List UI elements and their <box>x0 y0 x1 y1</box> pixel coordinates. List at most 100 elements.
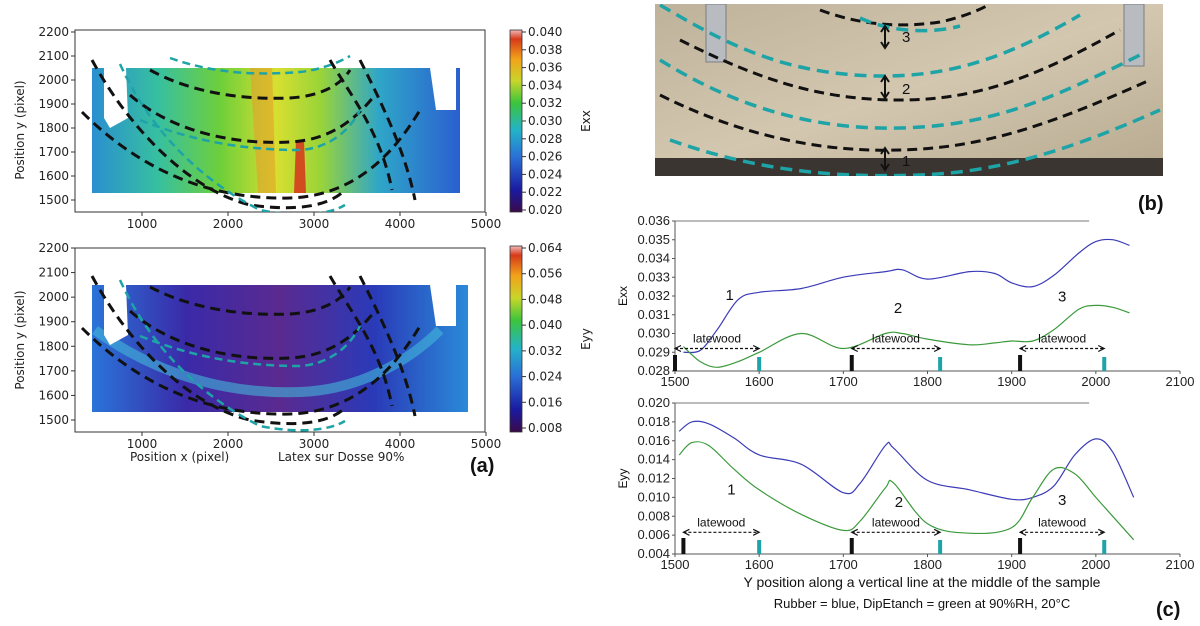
colorbar-tick-label: 0.038 <box>528 43 562 57</box>
ring-line-teal <box>169 54 351 75</box>
exx-map-y-label: Position y (pixel) <box>13 80 27 179</box>
exx-field <box>92 68 460 193</box>
latewood-label: latewood <box>872 332 920 346</box>
ring-line <box>80 109 422 200</box>
x-tick-label: 5000 <box>471 437 502 451</box>
x-tick-label: 2000 <box>1081 374 1110 389</box>
photo-ring-teal <box>659 53 1141 130</box>
x-tick-label: 2000 <box>213 217 244 231</box>
y-tick-label: 2200 <box>38 241 69 255</box>
ring-width-arrow <box>880 146 890 172</box>
exx-strain-map <box>74 29 486 213</box>
x-tick-label: 1700 <box>829 557 858 572</box>
latewood-arrowhead <box>752 344 761 353</box>
x-axis-label: Position x (pixel) <box>130 450 229 464</box>
ring-line <box>129 93 377 144</box>
x-tick-label: 4000 <box>385 217 416 231</box>
ring-label-2: 2 <box>902 81 910 98</box>
y-tick-label: 1500 <box>38 413 69 427</box>
x-tick-label: 1600 <box>745 374 774 389</box>
chart-caption-line1: Y position along a vertical line at the … <box>744 574 1101 590</box>
colorbar-tick-label: 0.032 <box>528 96 562 110</box>
ring-line-teal <box>139 325 362 368</box>
x-tick-label: 1800 <box>913 557 942 572</box>
sample-photo: 3 2 1 <box>655 4 1163 176</box>
exx-colorbar-ticks: 0.040 0.038 0.036 0.034 0.032 0.030 0.028 0.026… <box>522 25 562 217</box>
panel-c: 0.036 0.035 0.034 0.033 0.032 0.031 0.030 0.029… <box>616 213 1194 621</box>
x-tick-label: 1500 <box>661 374 690 389</box>
exx-profile-chart: 0.036 0.035 0.034 0.033 0.032 0.031 0.030 0.029… <box>616 213 1194 389</box>
y-tick-label: 2000 <box>38 290 69 304</box>
y-tick-label: 0.010 <box>637 489 670 504</box>
eyy-strain-map <box>74 247 486 433</box>
eyy-colorbar <box>509 245 523 433</box>
colorbar-tick-label: 0.016 <box>528 395 562 409</box>
colorbar-tick-label: 0.034 <box>528 78 562 92</box>
support-pin-left <box>705 4 727 63</box>
latewood-label: latewood <box>872 515 920 529</box>
panel-a: 2200 2100 2000 1900 1800 1700 1600 1500 1000 200… <box>13 25 593 477</box>
ring-number-label: 2 <box>894 300 902 317</box>
support-pin-right <box>1123 4 1145 67</box>
ring-line <box>149 68 352 100</box>
eyy-colorbar-ticks: 0.064 0.056 0.048 0.040 0.032 0.024 0.016 0.008 <box>522 241 562 435</box>
y-tick-label: 1800 <box>38 339 69 353</box>
photo-ring-teal <box>669 108 1161 176</box>
y-tick-label: 1500 <box>38 193 69 207</box>
y-tick-label: 0.004 <box>637 546 670 561</box>
exx-map-y-ticks: 2200 2100 2000 1900 1800 1700 1600 1500 <box>38 25 75 207</box>
colorbar-tick-label: 0.048 <box>528 292 562 306</box>
photo-ring-teal <box>859 16 961 33</box>
photo-ring-teal <box>659 4 1081 78</box>
x-tick-label: 2000 <box>213 437 244 451</box>
y-tick-label: 1900 <box>38 97 69 111</box>
colorbar-tick-label: 0.056 <box>528 267 562 281</box>
latewood-arrowhead <box>850 528 859 536</box>
y-axis-label: Exx <box>616 286 630 306</box>
exx-colorbar-label: Exx <box>579 110 593 132</box>
latewood-arrowhead <box>1018 344 1027 353</box>
x-tick-label: 5000 <box>471 217 502 231</box>
latewood-arrowhead <box>673 344 682 353</box>
y-tick-label: 0.020 <box>637 395 670 410</box>
x-tick-label: 1700 <box>829 374 858 389</box>
ring-line <box>129 309 377 360</box>
y-tick-label: 1900 <box>38 315 69 329</box>
x-tick-label: 1600 <box>745 557 774 572</box>
ring-number-label: 3 <box>1058 289 1066 306</box>
latewood-arrowhead <box>1097 344 1106 353</box>
panel-label-c: (c) <box>1156 599 1180 621</box>
x-tick-label: 1500 <box>661 557 690 572</box>
eyy-map-y-ticks: 2200 2100 2000 1900 1800 1700 1600 1500 <box>38 241 75 427</box>
ring-line <box>90 59 347 210</box>
y-tick-label: 1800 <box>38 121 69 135</box>
colorbar-tick-label: 0.036 <box>528 61 562 75</box>
ring-label-1: 1 <box>902 153 910 170</box>
y-tick-label: 0.030 <box>637 326 670 341</box>
y-tick-label: 0.034 <box>637 251 670 266</box>
y-axis-label: Eyy <box>616 468 630 488</box>
x-tick-label: 2100 <box>1166 557 1195 572</box>
x-tick-label: 1900 <box>997 374 1026 389</box>
latewood-label: latewood <box>697 515 745 529</box>
chart-caption-line2: Rubber = blue, DipEtanch = green at 90%R… <box>774 596 1070 611</box>
exx-mask-right <box>430 68 456 110</box>
panel-label-a: (a) <box>470 455 494 477</box>
y-tick-label: 0.033 <box>637 269 670 284</box>
x-tick-label: 2100 <box>1166 374 1195 389</box>
latewood-label: latewood <box>1038 515 1086 529</box>
x-tick-label: 1000 <box>127 217 158 231</box>
y-tick-label: 0.035 <box>637 232 670 247</box>
y-tick-label: 0.008 <box>637 508 670 523</box>
y-tick-label: 0.031 <box>637 307 670 322</box>
x-tick-label: 2000 <box>1081 557 1110 572</box>
exx-hot-band <box>250 68 276 193</box>
y-tick-label: 0.012 <box>637 471 670 486</box>
eyy-mask-left <box>104 285 128 345</box>
ring-width-arrow <box>880 24 890 50</box>
photo-ring <box>679 28 1121 102</box>
colorbar-tick-label: 0.020 <box>528 203 562 217</box>
colorbar-tick-label: 0.022 <box>528 185 562 199</box>
latewood-arrowhead <box>752 528 761 536</box>
